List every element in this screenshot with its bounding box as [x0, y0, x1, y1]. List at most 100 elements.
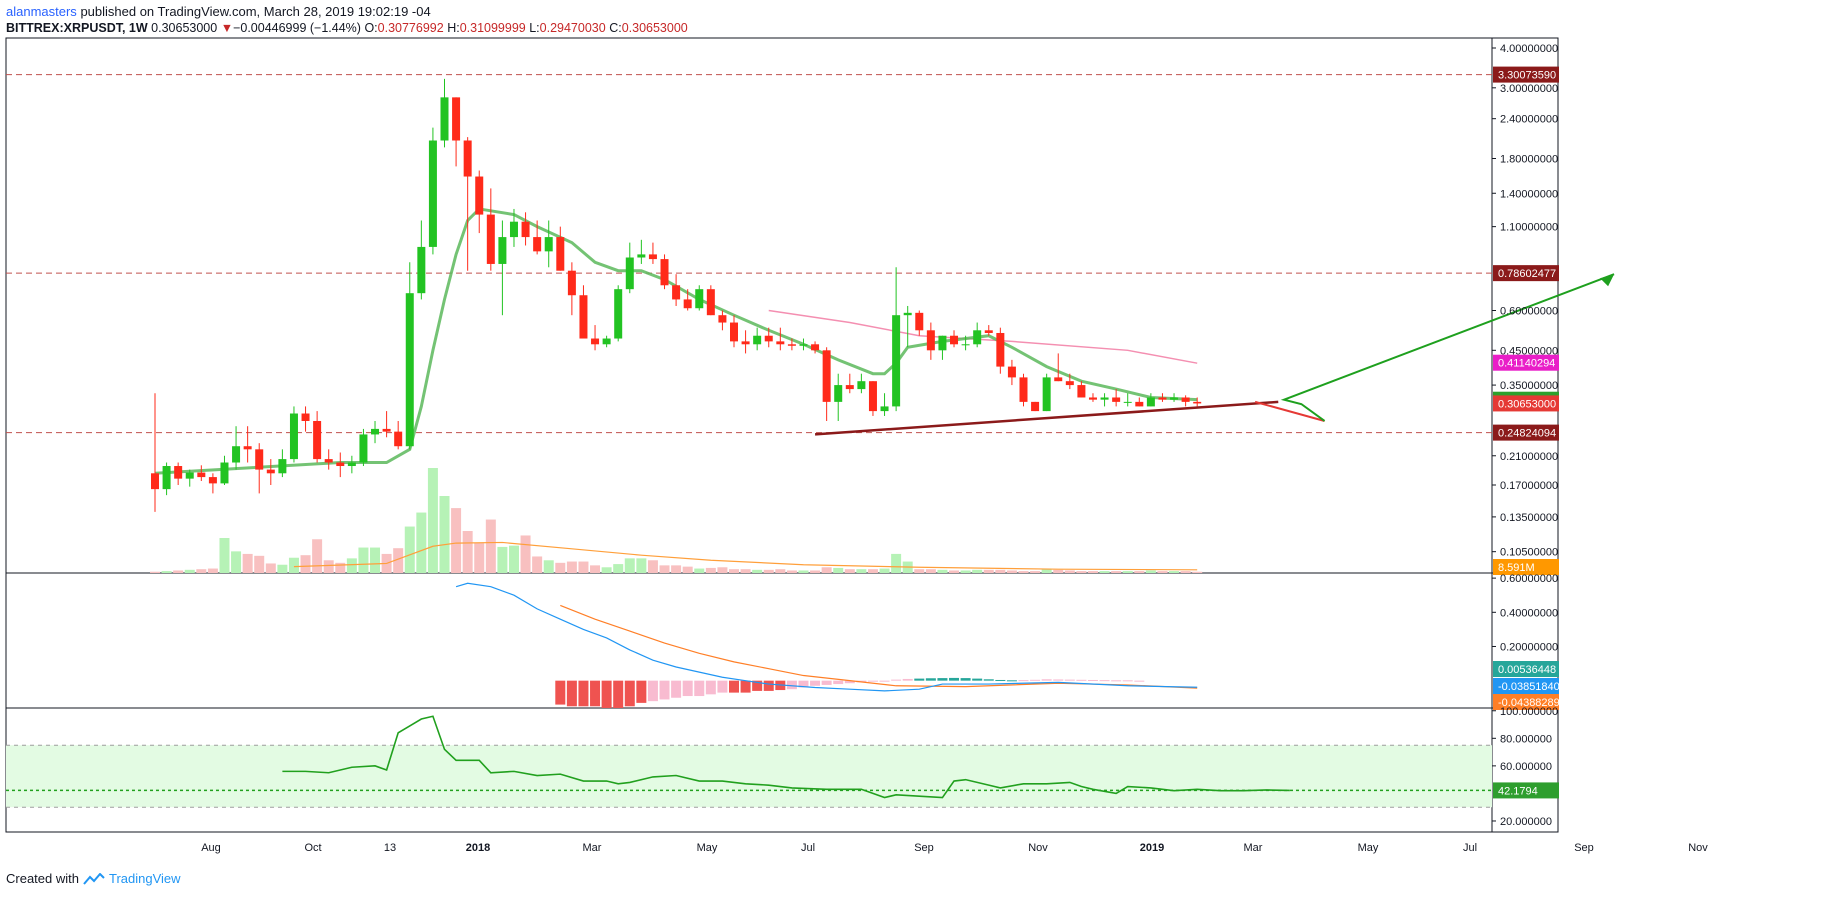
candle-body: [730, 322, 738, 342]
volume-bar: [207, 568, 218, 573]
candle-body: [1112, 397, 1121, 402]
volume-bar: [1099, 571, 1110, 573]
volume-bar: [451, 508, 462, 573]
volume-bar: [752, 569, 763, 573]
low-label: L:: [529, 21, 540, 35]
macd-histogram-bar: [1099, 680, 1110, 682]
volume-bar: [346, 558, 357, 573]
volume-bar: [729, 569, 739, 573]
volume-bar: [1134, 571, 1145, 573]
candle-body: [579, 295, 588, 339]
footer: Created with TradingView: [6, 871, 181, 886]
quote-line: BITTREX:XRPUSDT, 1W 0.30653000 ▼−0.00446…: [6, 21, 688, 35]
high-value: 0.31099999: [459, 21, 526, 35]
volume-bar: [277, 564, 288, 573]
time-tick-label: Jul: [801, 842, 815, 854]
macd-histogram-bar: [1006, 680, 1017, 682]
price-tag-bg: [1493, 354, 1559, 371]
volume-bar: [775, 569, 786, 573]
time-tick-label: Nov: [1688, 842, 1708, 854]
volume-bar: [370, 547, 381, 573]
volume-bar: [474, 543, 485, 573]
candle-body: [324, 459, 333, 463]
volume-bar: [810, 570, 821, 573]
time-tick-label: Nov: [1028, 842, 1048, 854]
publish-info: alanmasters published on TradingView.com…: [6, 4, 431, 19]
volume-bar: [358, 547, 369, 573]
candle-body: [151, 473, 159, 490]
volume-bar: [485, 519, 496, 573]
volume-bar: [1076, 571, 1087, 573]
macd-histogram-bar: [786, 680, 797, 690]
volume-bar: [1041, 569, 1052, 573]
price-tag: 0.41140294: [1498, 358, 1555, 370]
price-tick-label: 0.10500000: [1500, 547, 1558, 559]
macd-tag: -0.03851840: [1498, 681, 1560, 693]
volume-bar: [439, 496, 450, 573]
candle-body: [417, 246, 426, 294]
candle-body: [243, 446, 252, 450]
volume-bar: [613, 564, 624, 573]
macd-histogram-bar: [601, 680, 612, 708]
candle-body: [706, 289, 715, 316]
volume-bar: [821, 567, 832, 573]
candle-body: [463, 140, 472, 177]
volume-bar: [497, 546, 508, 573]
candle-body: [1054, 377, 1063, 382]
macd-tick-label: 0.60000000: [1500, 573, 1558, 585]
macd-histogram-bar: [925, 678, 936, 681]
candle-body: [764, 335, 773, 342]
candle-body: [556, 237, 565, 271]
volume-bar: [1180, 571, 1191, 573]
candle-body: [637, 254, 646, 258]
time-tick-label: 2018: [466, 842, 490, 854]
author-link[interactable]: alanmasters: [6, 4, 77, 19]
candle-body: [301, 413, 310, 421]
volume-bar: [891, 553, 902, 573]
last-price: 0.30653000: [151, 21, 218, 35]
close-label: C:: [609, 21, 622, 35]
candle-body: [857, 381, 866, 390]
macd-histogram-bar: [613, 680, 624, 708]
candle-body: [984, 330, 993, 333]
volume-bar: [972, 569, 983, 573]
macd-histogram-bar: [1122, 680, 1133, 682]
candle-body: [255, 449, 264, 470]
candle-body: [1077, 385, 1086, 398]
candle-body: [1170, 397, 1179, 400]
volume-tag: 8.591M: [1498, 562, 1535, 574]
volume-bar: [671, 565, 682, 573]
macd-histogram-bar: [867, 680, 878, 682]
volume-bar: [983, 569, 994, 573]
volume-bar: [960, 570, 971, 573]
macd-histogram-bar: [647, 680, 658, 702]
macd-histogram-bar: [729, 680, 739, 693]
volume-bar: [196, 569, 207, 573]
candle-body: [347, 462, 356, 467]
candle-body: [371, 428, 380, 435]
macd-signal-line: [560, 604, 1198, 689]
tradingview-link[interactable]: TradingView: [108, 871, 181, 886]
macd-histogram-bar: [624, 680, 635, 707]
macd-tick-label: 0.20000000: [1500, 641, 1558, 653]
macd-histogram-bar: [810, 680, 821, 686]
candle-body: [996, 332, 1005, 367]
macd-histogram-bar: [949, 677, 960, 681]
macd-histogram-bar: [578, 680, 589, 707]
candle-body: [544, 237, 553, 252]
time-tick-label: Mar: [583, 842, 602, 854]
candle-body: [313, 420, 322, 460]
macd-histogram-bar: [590, 680, 601, 707]
volume-bar: [740, 569, 751, 573]
volume-bar: [427, 468, 438, 573]
volume-bar: [288, 557, 299, 573]
volume-bar: [1030, 571, 1041, 573]
open-value: 0.30776992: [377, 21, 444, 35]
volume-bar: [231, 551, 242, 573]
volume-bar: [520, 535, 531, 573]
volume-bar: [265, 563, 276, 573]
time-tick-label: Jul: [1463, 842, 1477, 854]
volume-bar: [219, 538, 230, 573]
level-tag-bg: [1493, 265, 1559, 282]
